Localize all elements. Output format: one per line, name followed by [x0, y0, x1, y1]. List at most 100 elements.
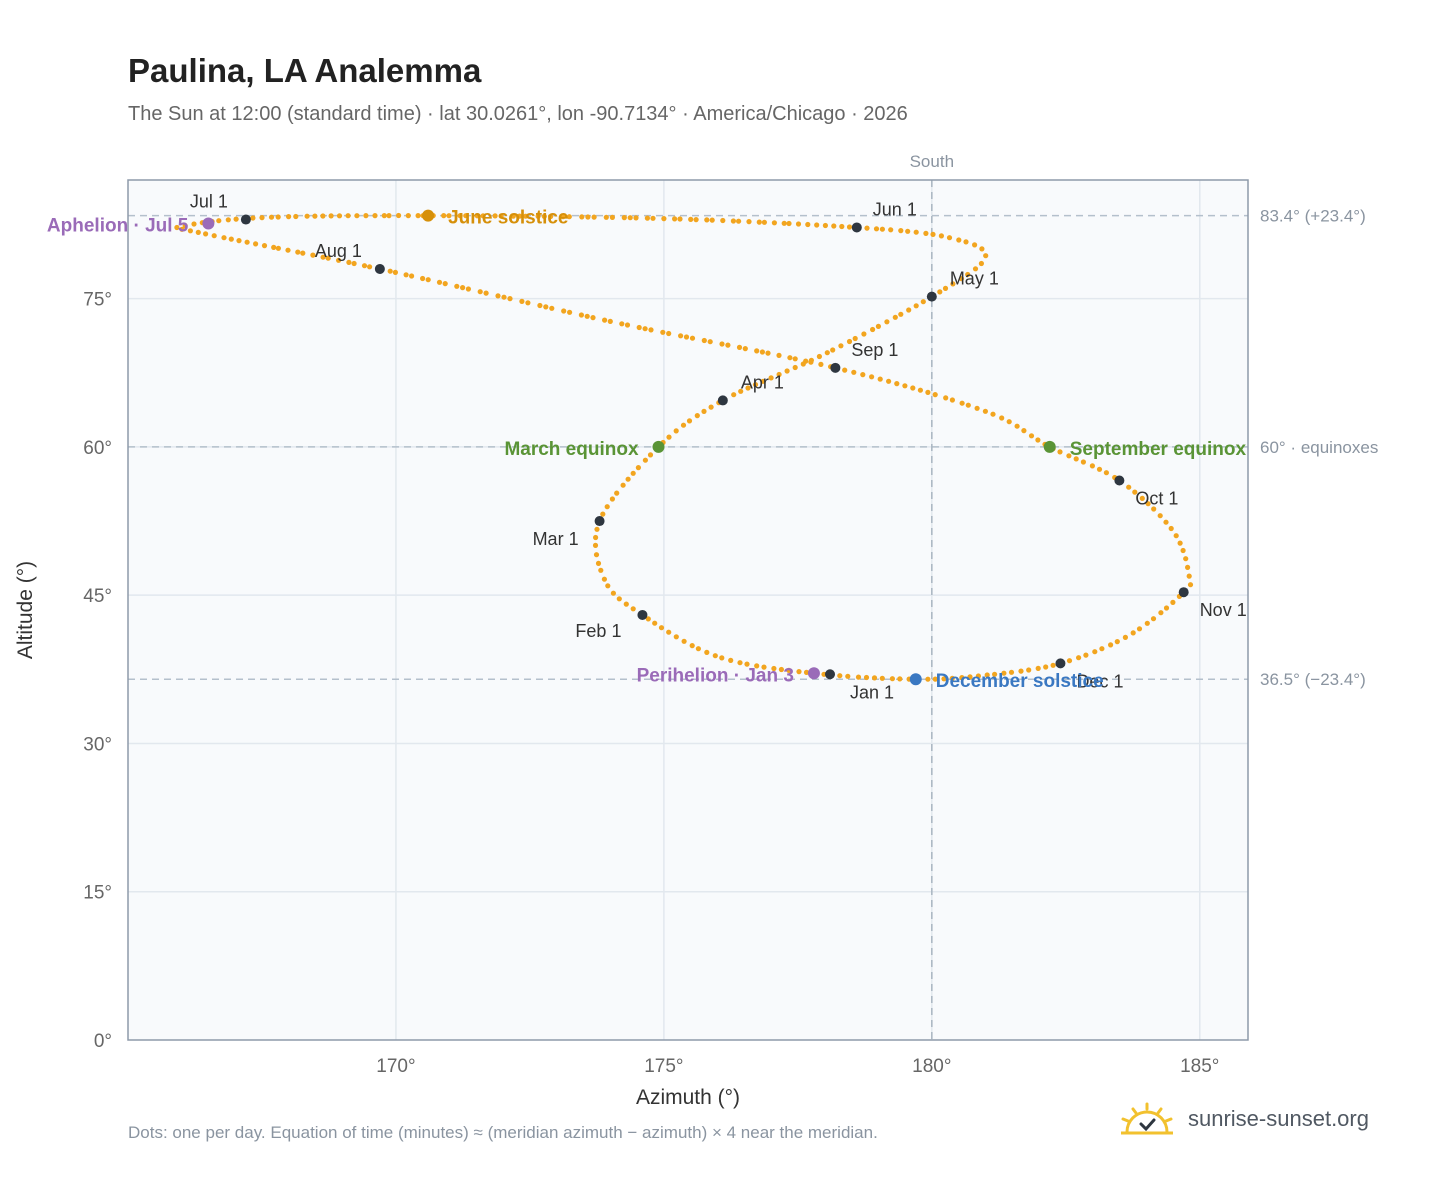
daily-sun-dot	[549, 305, 555, 311]
daily-sun-dot	[707, 339, 713, 345]
daily-sun-dot	[886, 378, 892, 384]
daily-sun-dot	[516, 213, 523, 219]
daily-sun-dot	[561, 308, 567, 314]
event-marker-label: September equinox	[1070, 439, 1247, 460]
daily-sun-dot	[630, 606, 636, 612]
daily-sun-dot	[983, 253, 989, 259]
daily-sun-dot	[672, 216, 678, 222]
daily-sun-dot	[701, 337, 707, 344]
daily-sun-dot	[771, 665, 777, 672]
daily-sun-dot	[300, 250, 306, 256]
daily-sun-dot	[709, 217, 715, 223]
daily-sun-dot	[480, 213, 486, 219]
daily-sun-dot	[873, 226, 880, 232]
daily-sun-dot	[594, 526, 600, 532]
daily-sun-dot	[216, 218, 222, 224]
daily-sun-dot	[647, 452, 654, 458]
daily-sun-dot	[250, 215, 256, 221]
event-marker-dot	[1043, 440, 1056, 453]
month-marker-dot	[825, 669, 836, 680]
daily-sun-dot	[917, 387, 924, 393]
daily-sun-dot	[498, 213, 504, 219]
daily-sun-dot	[776, 371, 782, 378]
y-tick-label: 0°	[94, 1031, 112, 1052]
y-tick-label: 60°	[83, 438, 112, 459]
daily-sun-dot	[965, 271, 971, 278]
daily-sun-dot	[1126, 484, 1132, 490]
daily-sun-dot	[720, 217, 726, 224]
daily-sun-dot	[367, 264, 373, 270]
daily-sun-dot	[1177, 540, 1183, 546]
daily-sun-dot	[1122, 634, 1128, 641]
daily-sun-dot	[681, 638, 687, 644]
x-axis-label: Azimuth (°)	[636, 1086, 740, 1109]
daily-sun-dot	[906, 307, 912, 313]
reference-line-label: 36.5° (−23.4°)	[1260, 670, 1366, 689]
daily-sun-dot	[725, 342, 731, 348]
daily-sun-dot	[701, 408, 707, 414]
daily-sun-dot	[666, 330, 672, 337]
x-axis-ticks: 170° 175° 180° 185°	[376, 1056, 1219, 1077]
daily-sun-dot	[336, 213, 343, 219]
daily-sun-dot	[592, 542, 599, 549]
daily-sun-dot	[624, 322, 631, 328]
daily-sun-dot	[328, 213, 334, 219]
daily-sun-dot	[661, 216, 667, 222]
daily-sun-dot	[761, 219, 768, 225]
daily-sun-dot	[195, 229, 201, 235]
daily-sun-dot	[386, 213, 392, 219]
daily-sun-dot	[1108, 642, 1114, 648]
daily-sun-dot	[745, 385, 751, 391]
daily-sun-dot	[792, 364, 798, 371]
daily-sun-dot	[879, 675, 885, 681]
daily-sun-dot	[902, 383, 908, 389]
daily-sun-dot	[752, 382, 759, 388]
event-marker-dot	[422, 209, 435, 222]
daily-sun-dot	[759, 349, 766, 355]
daily-sun-dot	[877, 376, 883, 382]
daily-sun-dot	[1050, 662, 1056, 668]
daily-sun-dot	[660, 329, 666, 335]
daily-sun-dot	[963, 239, 969, 245]
daily-sun-dot	[590, 315, 596, 321]
daily-sun-dot	[736, 218, 742, 224]
daily-sun-dot	[1092, 649, 1098, 655]
daily-sun-dot	[1139, 495, 1145, 501]
daily-sun-dot	[967, 674, 973, 680]
daily-sun-dot	[477, 289, 483, 295]
daily-sun-dot	[898, 311, 904, 317]
daily-sun-dot	[742, 346, 748, 352]
reference-line-label: 60° · equinoxes	[1260, 438, 1378, 457]
brand-name: sunrise-sunset.org	[1188, 1106, 1369, 1131]
daily-sun-dot	[1080, 459, 1086, 465]
daily-sun-dot	[694, 413, 700, 419]
daily-sun-dot	[601, 576, 608, 582]
daily-sun-dot	[603, 214, 609, 220]
y-axis-ticks: 0° 15° 30° 45° 60° 75°	[83, 290, 112, 1052]
event-marker-dot	[652, 440, 665, 453]
month-marker-dot	[1055, 658, 1066, 669]
daily-sun-dot	[942, 285, 949, 291]
daily-sun-dot	[950, 281, 956, 287]
event-marker-label: Aphelion · Jul 5	[47, 215, 189, 236]
daily-sun-dot	[786, 220, 792, 227]
daily-sun-dot	[635, 465, 642, 471]
daily-sun-dot	[579, 214, 585, 220]
daily-sun-dot	[346, 259, 352, 265]
daily-sun-dot	[1158, 610, 1164, 616]
daily-sun-dot	[673, 634, 679, 640]
daily-sun-dot	[1014, 423, 1020, 429]
month-marker-dot	[374, 263, 385, 274]
month-marker-dot	[926, 291, 937, 302]
daily-sun-dot	[910, 385, 916, 391]
daily-sun-dot	[1035, 665, 1041, 672]
daily-sun-dot	[738, 388, 744, 394]
daily-sun-dot	[879, 226, 886, 232]
daily-sun-dot	[221, 235, 227, 241]
daily-sun-dot	[525, 300, 531, 306]
brand[interactable]: sunrise-sunset.org	[1118, 1102, 1369, 1136]
daily-sun-dot	[1008, 669, 1015, 675]
daily-sun-dot	[541, 213, 547, 219]
daily-sun-dot	[666, 629, 672, 635]
